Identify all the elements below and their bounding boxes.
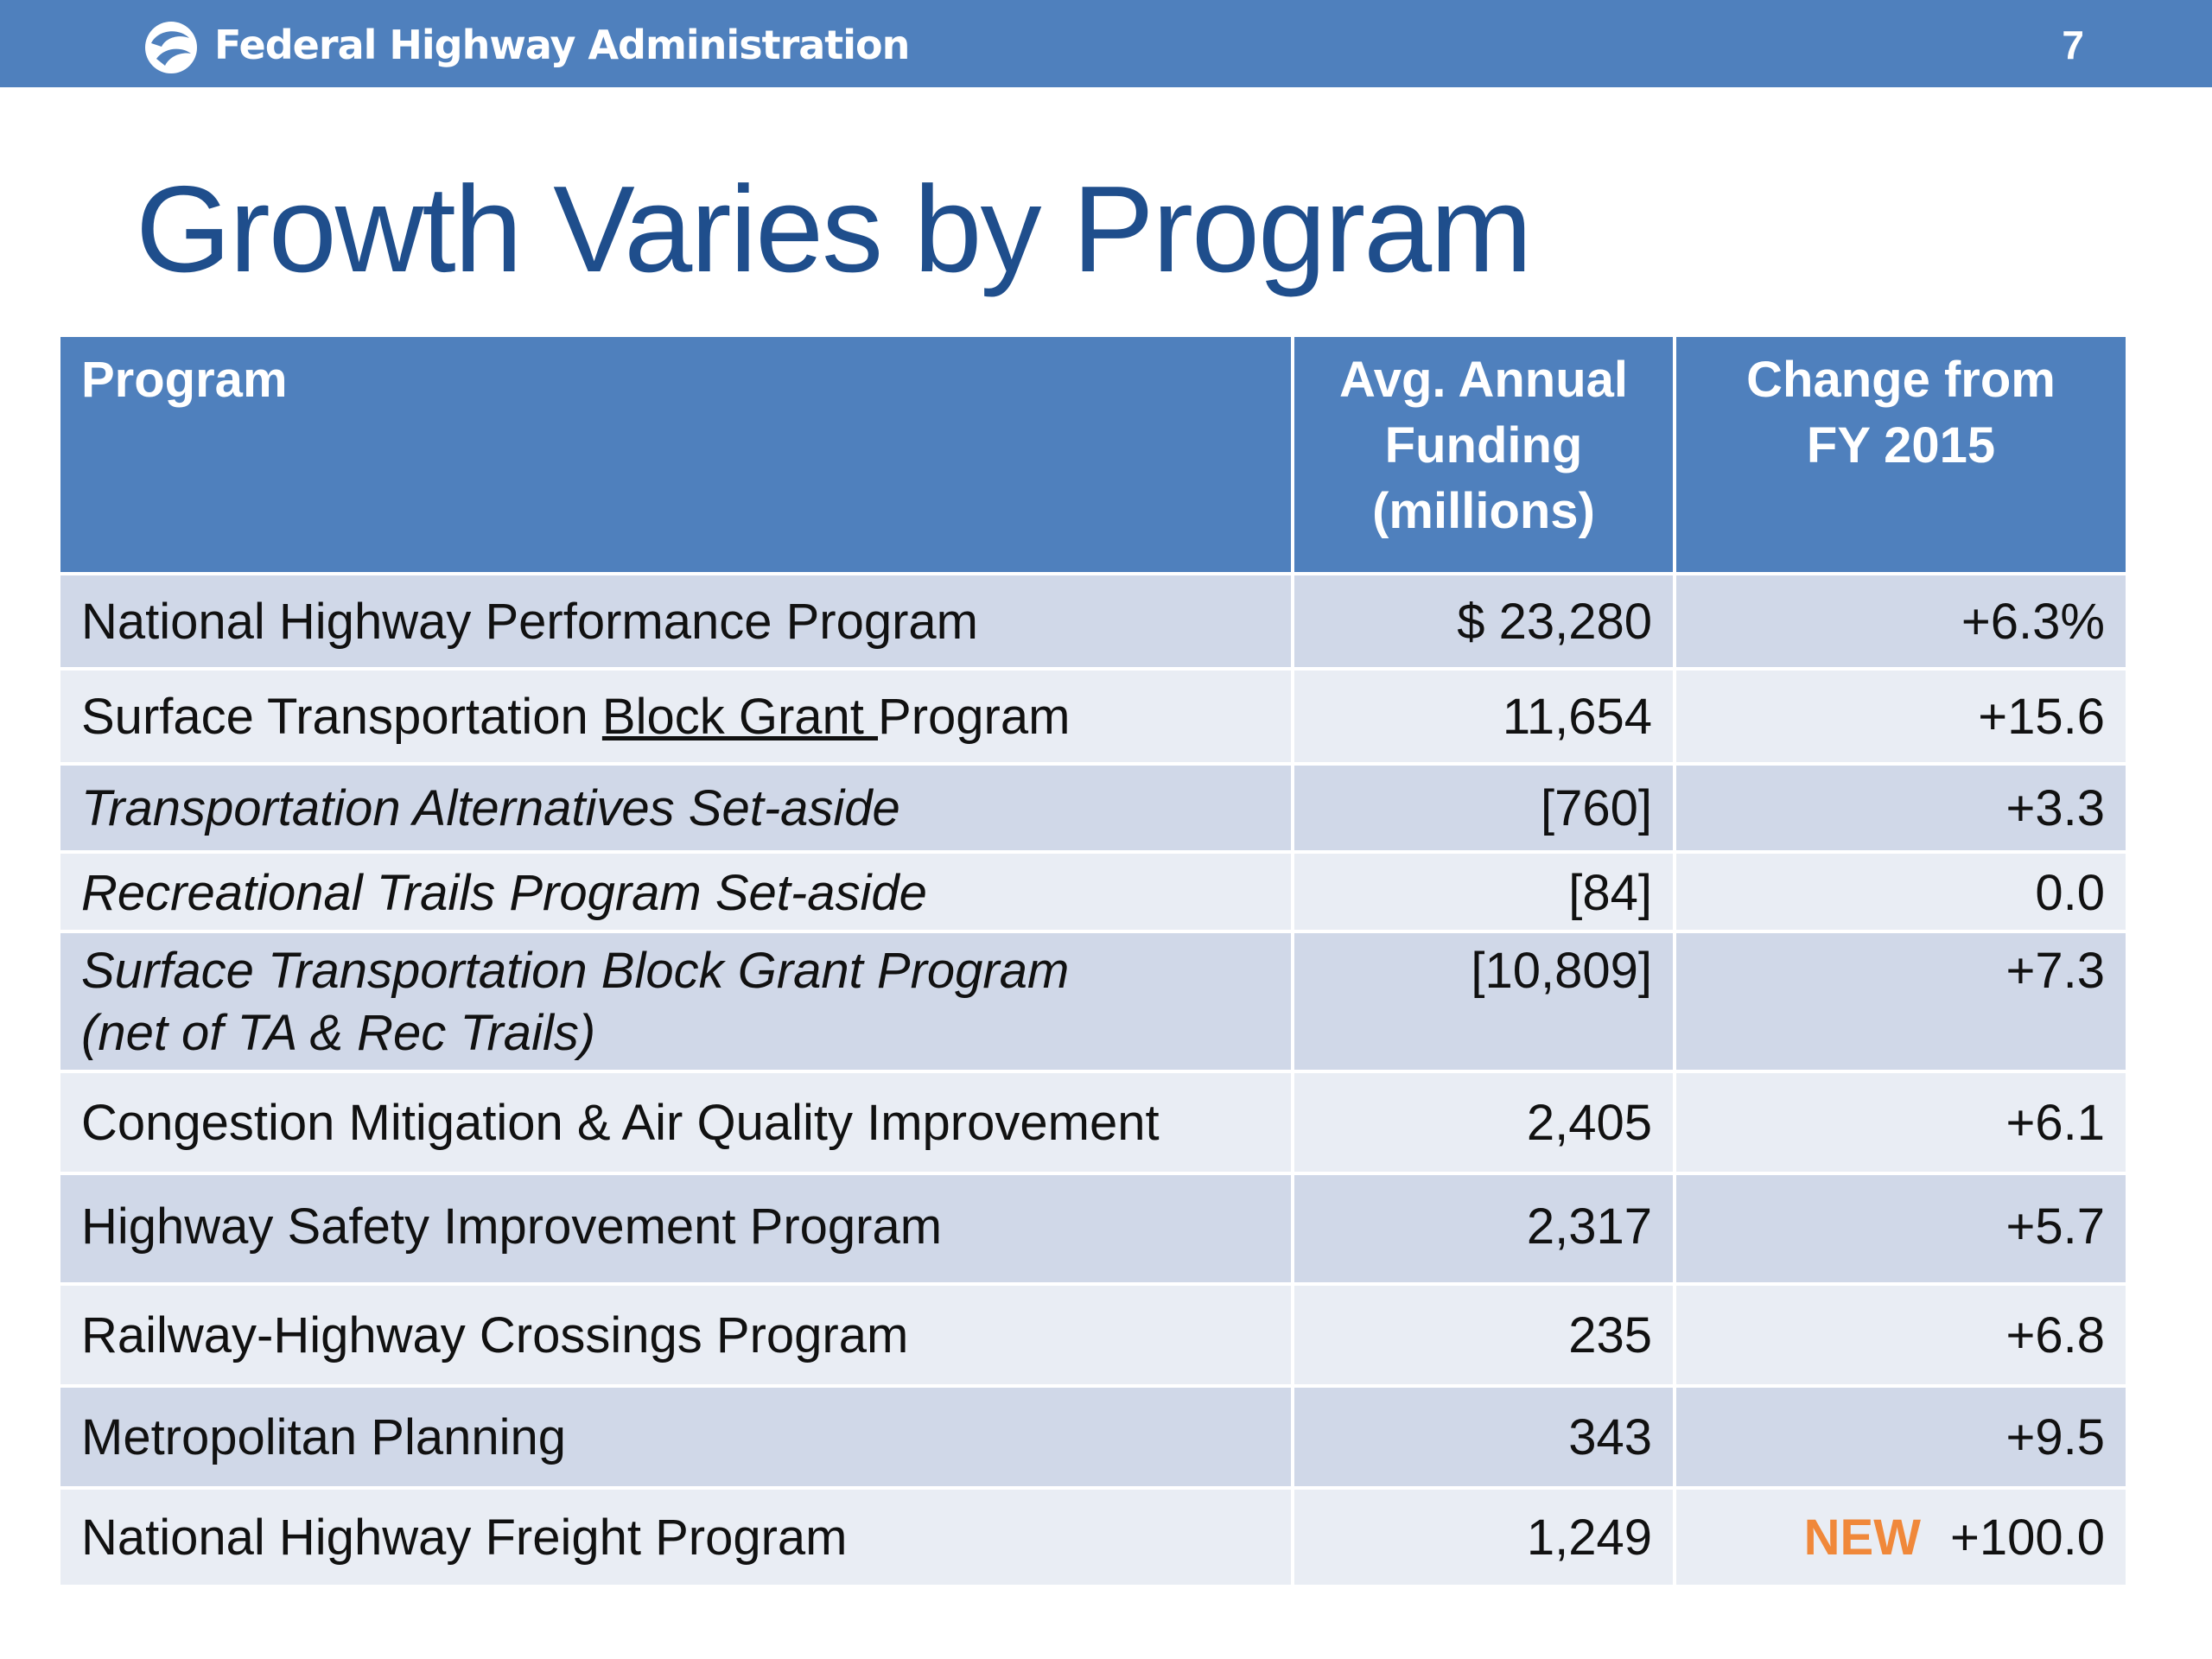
slide-title: Growth Varies by Program	[136, 161, 1532, 298]
table-row: National Highway Freight Program 1,249 N…	[60, 1490, 2126, 1588]
funding-value: [760]	[1294, 766, 1676, 854]
column-header-change: Change from FY 2015	[1676, 337, 2126, 575]
column-header-funding: Avg. Annual Funding (millions)	[1294, 337, 1676, 575]
funding-value: 2,405	[1294, 1073, 1676, 1175]
column-header-change-line: FY 2015	[1806, 417, 1996, 474]
column-header-funding-line: (millions)	[1372, 483, 1595, 539]
program-name-part: Program	[878, 689, 1071, 745]
change-value: +15.6	[1676, 671, 2126, 766]
program-name: Railway-Highway Crossings Program	[60, 1286, 1294, 1388]
agency-name: Federal Highway Administration	[214, 22, 910, 68]
funding-value: $ 23,280	[1294, 575, 1676, 671]
program-name: Congestion Mitigation & Air Quality Impr…	[60, 1073, 1294, 1175]
change-value: +9.5	[1676, 1388, 2126, 1490]
table-row: National Highway Performance Program $ 2…	[60, 575, 2126, 671]
program-name: Highway Safety Improvement Program	[60, 1175, 1294, 1286]
funding-value: 11,654	[1294, 671, 1676, 766]
table-row: Recreational Trails Program Set-aside [8…	[60, 854, 2126, 933]
funding-value: 343	[1294, 1388, 1676, 1490]
table-row: Transportation Alternatives Set-aside [7…	[60, 766, 2126, 854]
program-name-part: Surface Transportation	[81, 689, 602, 745]
change-value: +6.1	[1676, 1073, 2126, 1175]
program-name-underlined: Block Grant	[601, 689, 879, 745]
program-name-line: (net of TA & Rec Trails)	[81, 1005, 596, 1061]
column-header-funding-line: Funding	[1384, 417, 1583, 474]
new-badge: NEW	[1803, 1510, 1921, 1566]
program-name: Recreational Trails Program Set-aside	[60, 854, 1294, 933]
table-row: Surface Transportation Block Grant Progr…	[60, 671, 2126, 766]
funding-value: 235	[1294, 1286, 1676, 1388]
funding-value: 1,249	[1294, 1490, 1676, 1588]
table-row: Highway Safety Improvement Program 2,317…	[60, 1175, 2126, 1286]
program-name: National Highway Freight Program	[60, 1490, 1294, 1588]
program-name-line: Surface Transportation Block Grant Progr…	[81, 943, 1070, 999]
slide-number: 7	[2062, 22, 2084, 67]
header-bar: Federal Highway Administration 7	[0, 0, 2212, 87]
column-header-program: Program	[60, 337, 1294, 575]
change-value: +6.8	[1676, 1286, 2126, 1388]
program-name: Transportation Alternatives Set-aside	[60, 766, 1294, 854]
table-row: Surface Transportation Block Grant Progr…	[60, 933, 2126, 1073]
program-name: Metropolitan Planning	[60, 1388, 1294, 1490]
program-funding-table: Program Avg. Annual Funding (millions) C…	[60, 337, 2126, 1588]
column-header-funding-line: Avg. Annual	[1338, 352, 1629, 408]
fhwa-logo-icon	[145, 22, 197, 73]
program-name: Surface Transportation Block Grant Progr…	[60, 671, 1294, 766]
change-value: 0.0	[1676, 854, 2126, 933]
change-value: +5.7	[1676, 1175, 2126, 1286]
funding-value: [10,809]	[1294, 933, 1676, 1073]
change-value: NEW +100.0	[1676, 1490, 2126, 1588]
funding-value: 2,317	[1294, 1175, 1676, 1286]
column-header-change-line: Change from	[1746, 352, 2056, 408]
change-value-text: +100.0	[1949, 1510, 2105, 1566]
table-row: Railway-Highway Crossings Program 235 +6…	[60, 1286, 2126, 1388]
program-name: National Highway Performance Program	[60, 575, 1294, 671]
change-value: +3.3	[1676, 766, 2126, 854]
table-row: Congestion Mitigation & Air Quality Impr…	[60, 1073, 2126, 1175]
change-value: +6.3%	[1676, 575, 2126, 671]
table-header-row: Program Avg. Annual Funding (millions) C…	[60, 337, 2126, 575]
program-name: Surface Transportation Block Grant Progr…	[60, 933, 1294, 1073]
change-value: +7.3	[1676, 933, 2126, 1073]
table-row: Metropolitan Planning 343 +9.5	[60, 1388, 2126, 1490]
funding-value: [84]	[1294, 854, 1676, 933]
